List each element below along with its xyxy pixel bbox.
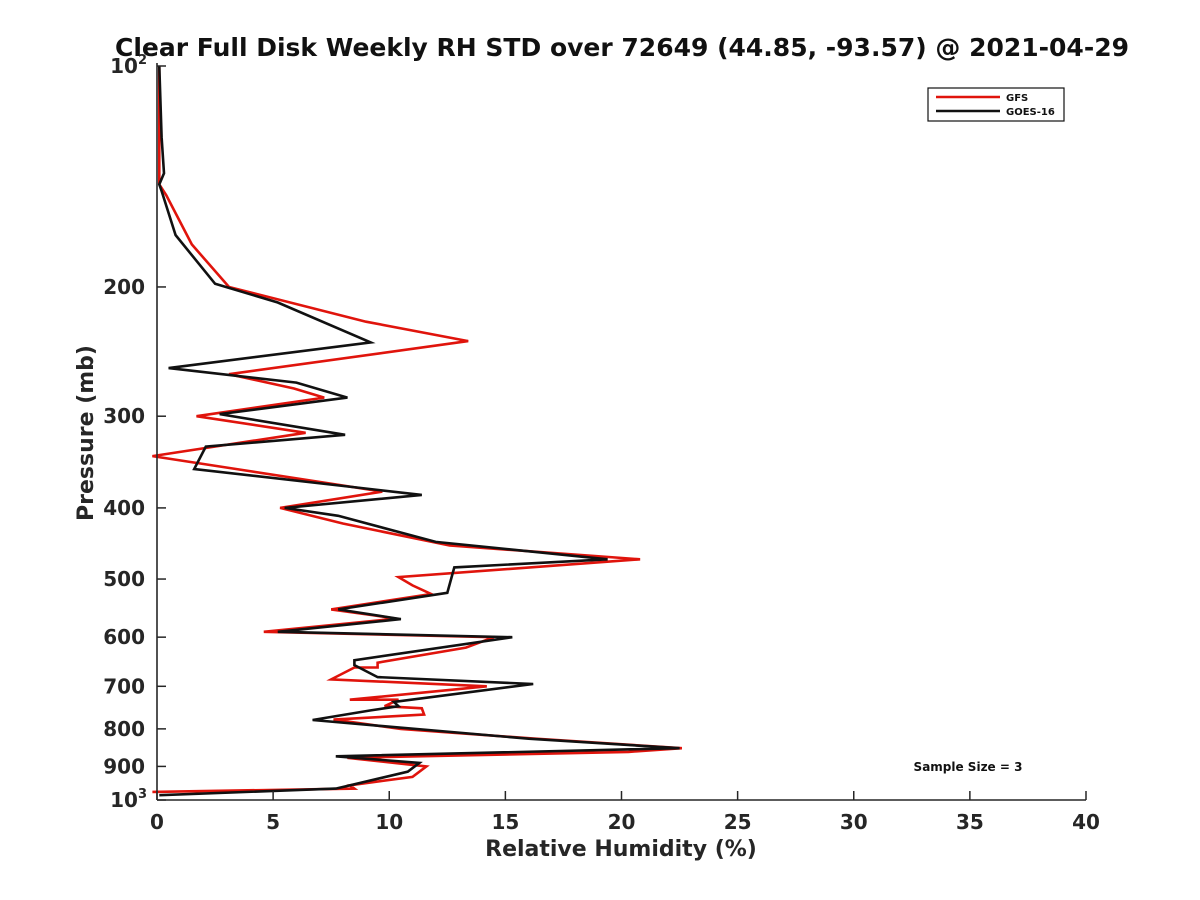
y-axis-ticks: 102 200 300 400 500 600 700 800 900 103 [103,53,166,812]
x-tick-label: 0 [150,810,164,834]
y-tick-label: 600 [103,625,145,649]
y-tick-label: 400 [103,496,145,520]
series-line-gfs [152,66,682,794]
x-tick-label: 25 [724,810,752,834]
y-tick-label: 300 [103,404,145,428]
y-tick-label: 102 [110,53,147,78]
y-tick-label: 700 [103,674,145,698]
x-tick-label: 30 [840,810,868,834]
legend: GFS GOES-16 [927,87,1065,122]
y-tick-label: 800 [103,717,145,741]
y-tick-label: 500 [103,567,145,591]
y-axis-label: Pressure (mb) [74,345,99,521]
x-tick-label: 15 [491,810,519,834]
x-tick-label: 10 [375,810,403,834]
legend-label-goes-16: GOES-16 [1006,107,1055,118]
y-tick-label: 200 [103,275,145,299]
chart-title: Clear Full Disk Weekly RH STD over 72649… [115,33,1129,62]
sample-size-annotation: Sample Size = 3 [914,760,1023,774]
x-axis-label: Relative Humidity (%) [485,837,757,862]
x-tick-label: 20 [608,810,636,834]
x-axis-ticks: 0 5 10 15 20 25 30 35 40 [150,791,1100,834]
y-tick-label: 103 [110,787,147,812]
x-tick-label: 5 [266,810,280,834]
series-layer [152,65,682,797]
legend-box [927,87,1065,122]
x-tick-label: 40 [1072,810,1100,834]
x-tick-label: 35 [956,810,984,834]
series-line-goes-16 [157,65,680,797]
legend-label-gfs: GFS [1006,93,1028,104]
y-tick-label: 900 [103,754,145,778]
